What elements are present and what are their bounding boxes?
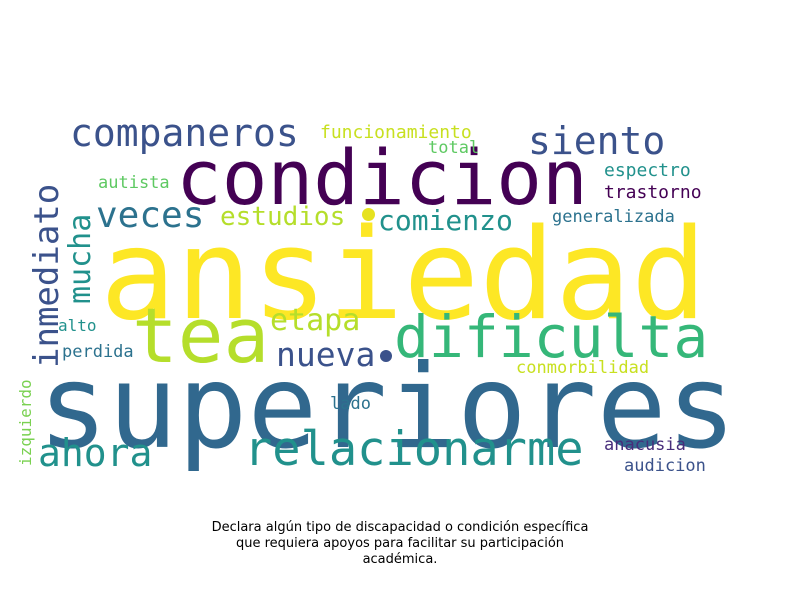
caption-line-2: que requiera apoyos para facilitar su pa… <box>235 536 565 551</box>
word-etapa: etapa <box>270 303 361 338</box>
word-dificulta: dificulta <box>394 303 709 371</box>
word-anacusia: anacusia <box>604 435 686 455</box>
word-izquierdo: izquierdo <box>16 379 35 466</box>
word-veces: veces <box>96 195 205 236</box>
word-audicion: audicion <box>624 456 706 476</box>
word-autista: autista <box>98 173 170 193</box>
figure-caption: Declara algún tipo de discapacidad o con… <box>150 520 650 568</box>
word-nueva-dot <box>380 350 392 362</box>
word-mucha: mucha <box>63 213 98 304</box>
word-siento: siento <box>528 119 666 163</box>
word-tea: tea <box>132 291 270 380</box>
word-generalizada: generalizada <box>552 207 675 227</box>
word-companeros: companeros <box>70 111 299 155</box>
word-alto: alto <box>58 316 97 335</box>
word-trastorno: trastorno <box>604 182 702 203</box>
word-funcionamiento: funcionamiento <box>320 122 472 143</box>
word-nueva: nueva <box>276 335 376 374</box>
word-relacionarme: relacionarme <box>244 422 584 477</box>
caption-line-3: académica. <box>362 552 438 567</box>
word-ansiedad: ansiedad <box>100 201 707 348</box>
word-lado: lado <box>330 394 371 414</box>
word-estudios-dot <box>362 208 375 221</box>
word-conmorbilidad: conmorbilidad <box>516 358 650 378</box>
word-perdida: perdida <box>62 342 134 362</box>
word-comienzo: comienzo <box>378 204 513 237</box>
word-ahora: ahora <box>38 431 153 475</box>
word-condicion: condicion <box>176 133 588 222</box>
word-espectro: espectro <box>604 160 691 181</box>
caption-line-1: Declara algún tipo de discapacidad o con… <box>211 520 589 535</box>
word-inmediato: inmediato <box>27 183 67 368</box>
word-total: total <box>428 138 480 158</box>
word-estudios: estudios <box>220 202 346 232</box>
word-superiores: superiores <box>38 340 737 475</box>
